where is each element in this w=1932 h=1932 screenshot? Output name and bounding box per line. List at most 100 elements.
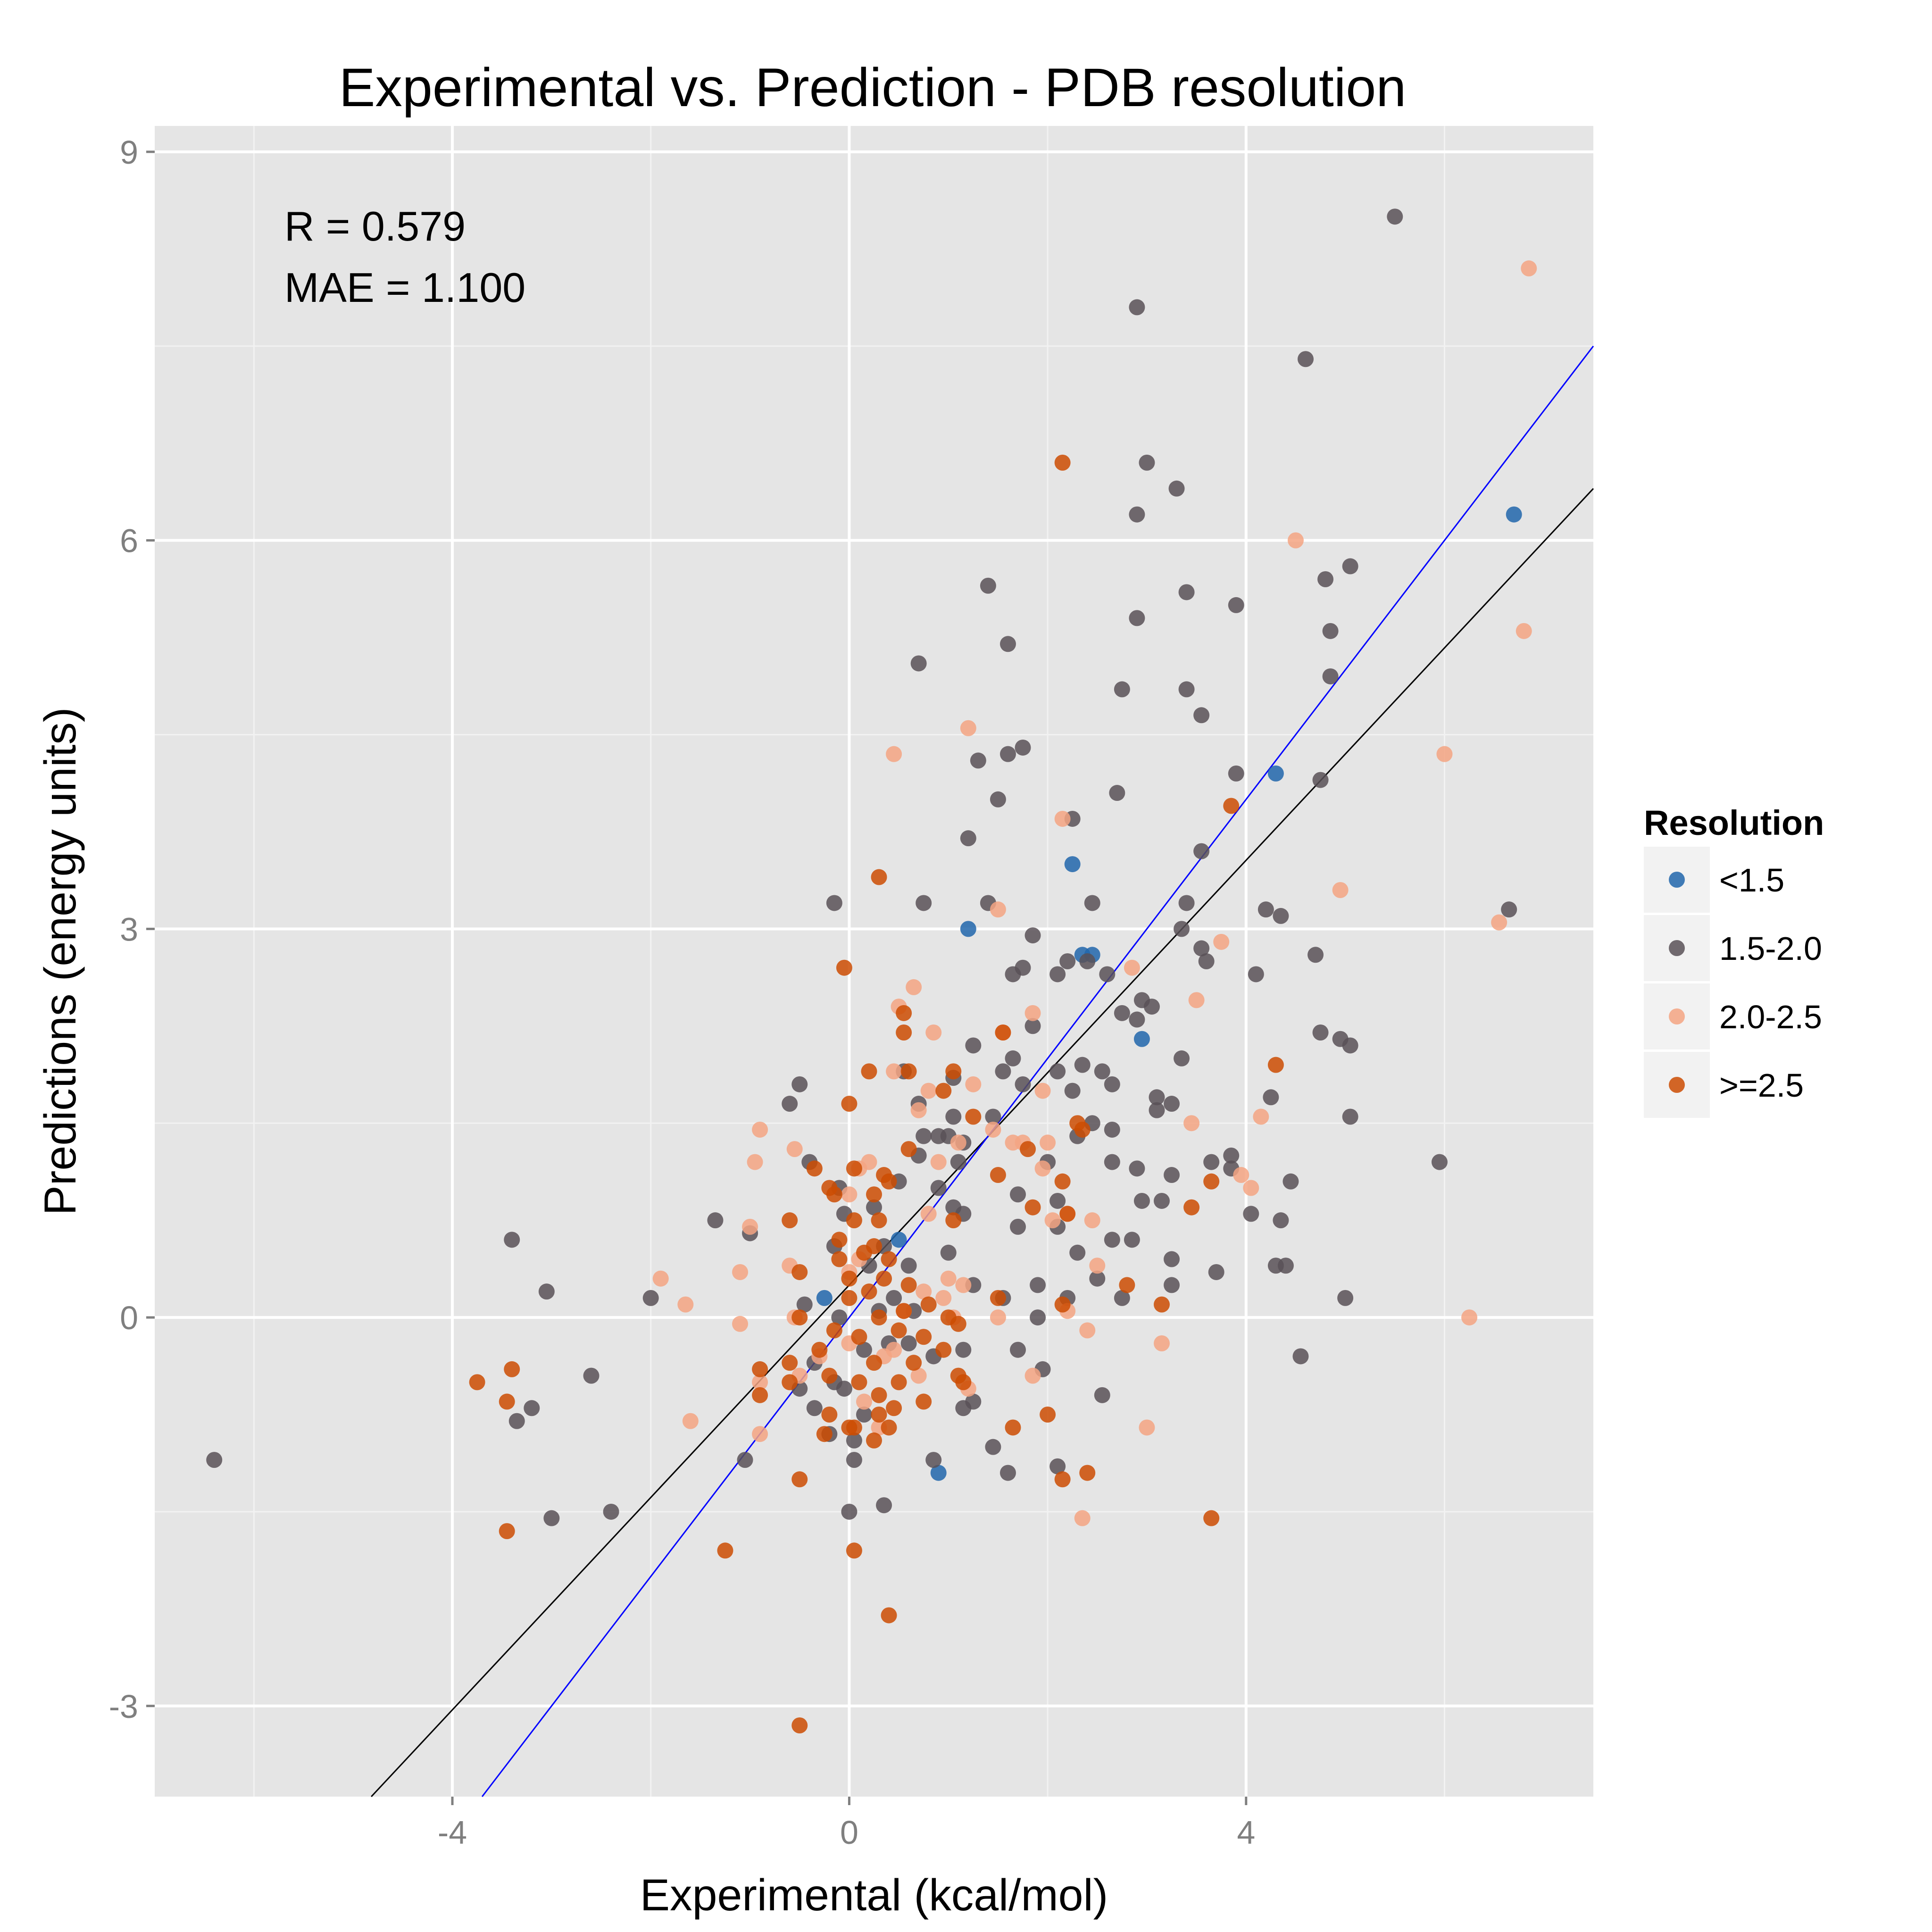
data-point [1188,992,1205,1008]
data-point [831,1309,848,1326]
data-point [1054,1296,1071,1313]
data-point [955,1277,972,1293]
legend-swatch [1669,872,1685,888]
data-point [846,1452,862,1468]
y-axis: -3 0 3 6 9 [109,134,155,1725]
data-point [1129,1160,1145,1177]
x-tick-label: -4 [438,1814,467,1851]
data-point [891,1232,907,1248]
data-point [1133,1192,1150,1209]
legend-items: <1.5 1.5-2.0 2.0-2.5 >=2.5 [1644,847,1822,1118]
data-point [524,1400,540,1416]
data-point [826,1186,842,1203]
data-point [1044,1212,1061,1229]
data-point [1506,506,1522,523]
data-point [876,1497,892,1514]
data-point [747,1154,763,1170]
legend-swatch [1669,1008,1685,1024]
data-point [682,1413,699,1429]
data-point [990,791,1006,808]
data-point [1168,480,1185,497]
data-point [866,1432,882,1449]
data-point [1193,843,1210,859]
data-point [1257,901,1274,918]
data-point [990,1290,1006,1306]
data-point [206,1452,223,1468]
data-point [1064,856,1081,873]
data-point [1040,1134,1056,1151]
data-point [1104,1076,1120,1092]
data-point [851,1329,867,1345]
data-point [935,1341,952,1358]
data-point [583,1367,600,1384]
data-point [752,1374,768,1391]
data-point [538,1283,555,1300]
data-point [861,1063,877,1080]
data-point [786,1141,803,1158]
data-point [916,1329,932,1345]
data-point [782,1096,798,1112]
data-point [1342,1037,1358,1054]
data-point [508,1413,525,1429]
data-point [891,1322,907,1339]
data-point [1337,1290,1354,1306]
data-point [707,1212,724,1229]
data-point [900,1063,917,1080]
data-point [1501,901,1517,918]
data-point [1322,668,1339,684]
data-point [504,1361,520,1377]
data-point [752,1361,768,1377]
data-point [876,1270,892,1287]
data-point [900,1257,917,1274]
data-point [1233,1167,1249,1183]
data-point [1104,1121,1120,1138]
data-point [995,1063,1011,1080]
data-point [906,979,922,995]
data-point [1223,1147,1240,1164]
y-tick-label: -3 [109,1688,138,1725]
data-point [950,1154,966,1170]
data-point [856,1341,872,1358]
data-point [846,1212,862,1229]
data-point [871,1212,887,1229]
data-point [642,1290,659,1306]
data-point [1129,506,1145,523]
data-point [806,1160,823,1177]
data-point [841,1096,858,1112]
data-point [1223,798,1240,814]
data-point [1154,1296,1170,1313]
data-point [881,1251,897,1267]
x-tick-label: 4 [1237,1814,1255,1851]
data-point [1178,681,1195,698]
data-point [916,895,932,911]
data-point [1049,1063,1066,1080]
data-point [1193,707,1210,724]
data-point [1267,1057,1284,1073]
data-point [1436,746,1453,762]
data-point [940,1244,957,1261]
data-point [1139,454,1155,471]
data-point [965,1393,982,1410]
data-point [1054,1173,1071,1190]
legend: Resolution <1.5 1.5-2.0 2.0-2.5 >=2.5 [1644,803,1824,1118]
data-point [1208,1264,1224,1280]
data-point [856,1407,872,1423]
data-point [935,1290,952,1306]
data-point [1387,208,1403,225]
data-point [1059,1206,1076,1222]
data-point [925,1024,942,1041]
data-point [652,1270,669,1287]
data-point [871,1387,887,1403]
data-point [1034,1083,1051,1099]
data-point [811,1341,828,1358]
data-point [846,1542,862,1559]
data-point [920,1206,937,1222]
data-point [985,1121,1001,1138]
data-point [1129,610,1145,626]
data-point [499,1393,515,1410]
data-point [1084,895,1100,911]
data-point [945,1063,962,1080]
data-point [985,1108,1001,1125]
data-point [1129,299,1145,316]
